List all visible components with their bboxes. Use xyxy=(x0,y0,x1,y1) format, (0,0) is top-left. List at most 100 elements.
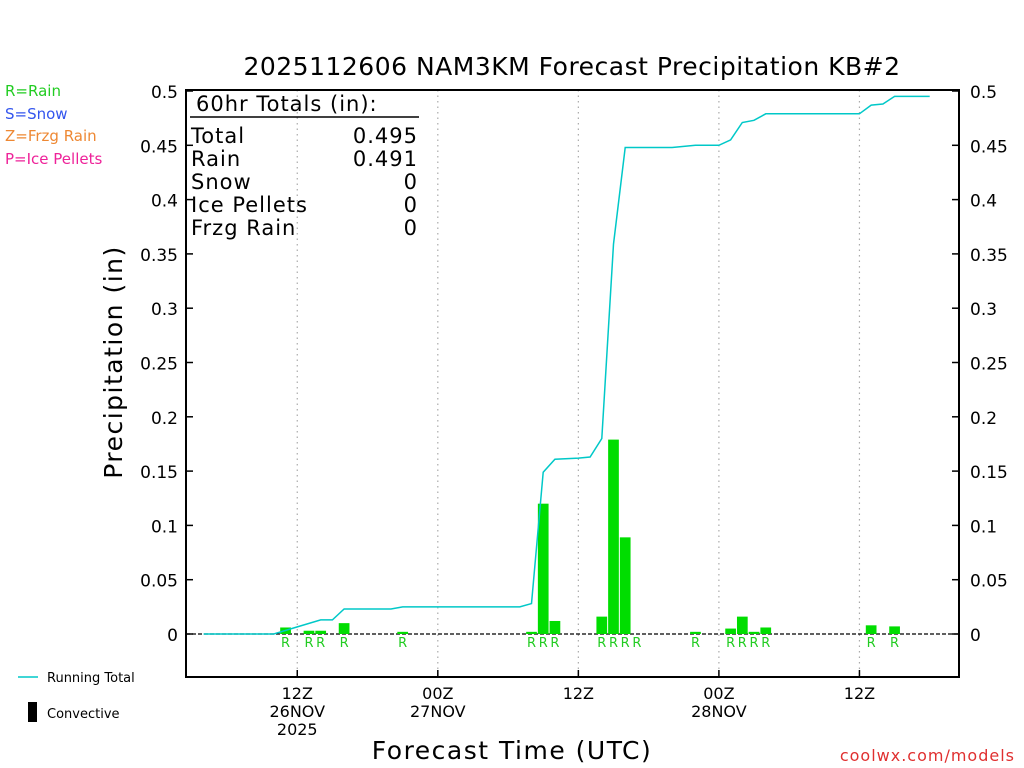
totals-value-rain: 0.491 xyxy=(353,147,418,171)
precip-bar xyxy=(865,625,877,634)
precip-bar xyxy=(526,631,537,634)
x-tick-label: 26NOV xyxy=(269,702,325,721)
legend-ice-pellets: P=Ice Pellets xyxy=(5,150,102,168)
y-tick-label-left: 0.3 xyxy=(151,300,178,320)
totals-label-total: Total xyxy=(190,124,245,148)
y-tick-label-right: 0 xyxy=(970,626,981,646)
ptype-label: R xyxy=(621,636,630,651)
running-total-group xyxy=(203,95,930,635)
y-axis-label: Precipitation (in) xyxy=(99,245,128,479)
convective-legend-swatch xyxy=(28,702,37,722)
precip-bar xyxy=(537,503,549,634)
y-tick-label-right: 0.5 xyxy=(970,83,997,103)
totals-heading: 60hr Totals (in): xyxy=(196,92,378,116)
precip-bar xyxy=(725,628,736,634)
precip-bar xyxy=(889,626,900,634)
totals-label-frzg-rain: Frzg Rain xyxy=(191,216,296,240)
precip-bar xyxy=(596,616,608,634)
ptype-label: R xyxy=(726,636,735,651)
y-axis-ticks: 0 00.05 0.050.1 0.10.15 0.150.2 0.20.25 0.250.… xyxy=(140,83,1008,646)
x-tick-label: 00Z xyxy=(703,684,734,703)
legend-rain: R=Rain xyxy=(5,82,61,100)
ptype-label: R xyxy=(527,636,536,651)
ptype-label: R xyxy=(632,636,641,651)
x-tick-label: 12Z xyxy=(563,684,594,703)
precip-bar xyxy=(736,616,748,634)
y-tick-label-left: 0.1 xyxy=(151,517,178,537)
totals-value-ice-pellets: 0 xyxy=(404,193,418,217)
ptype-label: R xyxy=(304,636,313,651)
ptype-label: R xyxy=(691,636,700,651)
precip-bar xyxy=(760,627,772,634)
y-tick-label-right: 0.35 xyxy=(970,246,1008,266)
ptype-label: R xyxy=(609,636,618,651)
gridlines xyxy=(296,90,861,677)
totals-box: 60hr Totals (in): Total 0.495 Rain 0.491… xyxy=(190,92,419,240)
totals-label-snow: Snow xyxy=(191,170,252,194)
y-tick-label-right: 0.25 xyxy=(970,355,1008,375)
totals-label-ice-pellets: Ice Pellets xyxy=(191,193,308,217)
x-tick-label: 12Z xyxy=(844,684,875,703)
x-tick-label: 2025 xyxy=(277,720,318,739)
precipitation-bars xyxy=(280,439,900,634)
ptype-label: R xyxy=(750,636,759,651)
y-tick-label-left: 0.4 xyxy=(151,192,178,212)
y-tick-label-left: 0.05 xyxy=(140,572,178,592)
precip-bar xyxy=(397,631,409,634)
y-tick-label-left: 0 xyxy=(167,626,178,646)
y-tick-label-left: 0.25 xyxy=(140,355,178,375)
credit-text: coolwx.com/models xyxy=(840,746,1015,765)
ptype-label: R xyxy=(867,636,876,651)
bottom-legend: Running Total Convective xyxy=(18,671,135,722)
plot-frame xyxy=(185,89,960,678)
totals-value-snow: 0 xyxy=(404,170,418,194)
ptype-label: R xyxy=(738,636,747,651)
precip-bar xyxy=(690,631,701,634)
ptype-label: R xyxy=(597,636,606,651)
y-tick-label-right: 0.45 xyxy=(970,137,1008,157)
totals-value-frzg-rain: 0 xyxy=(404,216,418,240)
x-tick-label: 27NOV xyxy=(410,702,466,721)
x-tick-label: 00Z xyxy=(422,684,453,703)
ptype-label: R xyxy=(281,636,290,651)
x-axis-label: Forecast Time (UTC) xyxy=(372,736,652,765)
x-tick-label: 28NOV xyxy=(691,702,747,721)
y-tick-label-right: 0.2 xyxy=(970,409,997,429)
ptype-label: R xyxy=(550,636,559,651)
y-tick-label-right: 0.4 xyxy=(970,192,997,212)
ptype-label: R xyxy=(539,636,548,651)
y-tick-label-right: 0.3 xyxy=(970,300,997,320)
convective-legend-label: Convective xyxy=(47,707,120,722)
running-total-line xyxy=(203,95,930,635)
precip-bar xyxy=(303,630,315,634)
y-tick-label-right: 0.05 xyxy=(970,572,1008,592)
y-tick-label-left: 0.15 xyxy=(140,463,178,483)
legend-frzg-rain: Z=Frzg Rain xyxy=(5,127,97,145)
legend-snow: S=Snow xyxy=(5,105,68,123)
totals-label-rain: Rain xyxy=(191,147,241,171)
precip-bar xyxy=(549,620,561,634)
y-tick-label-left: 0.35 xyxy=(140,246,178,266)
totals-value-total: 0.495 xyxy=(353,124,418,148)
ptype-legend: R=Rain S=Snow Z=Frzg Rain P=Ice Pellets xyxy=(5,82,102,168)
ptype-label: R xyxy=(398,636,407,651)
precip-bar xyxy=(338,623,350,634)
ptype-label: R xyxy=(340,636,349,651)
running-total-legend-label: Running Total xyxy=(47,671,135,686)
precip-bar xyxy=(748,631,760,634)
y-tick-label-left: 0.45 xyxy=(140,137,178,157)
chart-title: 2025112606 NAM3KM Forecast Precipitation… xyxy=(243,52,900,81)
ptype-label: R xyxy=(316,636,325,651)
y-tick-label-right: 0.15 xyxy=(970,463,1008,483)
y-tick-label-left: 0.5 xyxy=(151,83,178,103)
y-tick-label-right: 0.1 xyxy=(970,517,997,537)
precip-bar xyxy=(315,630,327,634)
ptype-label: R xyxy=(761,636,770,651)
x-tick-label: 12Z xyxy=(282,684,313,703)
y-tick-label-left: 0.2 xyxy=(151,409,178,429)
precip-bar xyxy=(608,439,619,634)
ptype-label: R xyxy=(890,636,899,651)
